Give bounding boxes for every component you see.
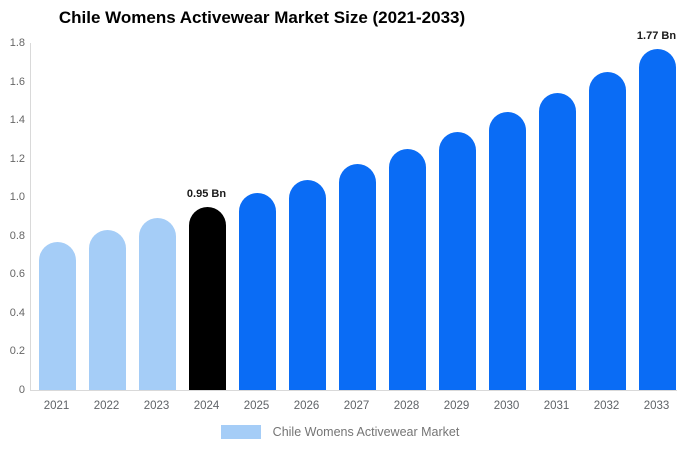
bar-2029[interactable] <box>439 131 476 390</box>
bar-2026[interactable] <box>289 179 326 390</box>
x-tick-label-2025: 2025 <box>243 400 270 412</box>
y-tick-label-1.2: 1.2 <box>9 152 25 165</box>
y-tick-label-0.8: 0.8 <box>9 229 25 242</box>
bar-2022[interactable] <box>89 230 126 390</box>
x-tick-label-2029: 2029 <box>443 400 470 412</box>
bar-value-label-2033: 1.77 Bn <box>636 29 677 42</box>
bar-2032[interactable] <box>589 71 626 390</box>
x-tick-label-2033: 2033 <box>643 400 670 412</box>
bar-2023[interactable] <box>139 218 176 390</box>
legend: Chile Womens Activewear Market <box>0 425 680 439</box>
bar-value-label-2024: 0.95 Bn <box>186 187 227 200</box>
x-tick-label-2027: 2027 <box>343 400 370 412</box>
y-tick-label-0.6: 0.6 <box>9 268 25 281</box>
y-tick-label-1.0: 1.0 <box>9 191 25 204</box>
legend-label[interactable]: Chile Womens Activewear Market <box>272 425 460 439</box>
y-tick-label-1.6: 1.6 <box>9 75 25 88</box>
bar-2025[interactable] <box>239 193 276 390</box>
plot-area <box>30 43 677 391</box>
x-tick-label-2028: 2028 <box>393 400 420 412</box>
legend-swatch[interactable] <box>220 425 261 439</box>
chart-title: Chile Womens Activewear Market Size (202… <box>58 8 466 27</box>
x-tick-label-2022: 2022 <box>93 400 120 412</box>
y-tick-label-1.4: 1.4 <box>9 114 25 127</box>
x-tick-label-2024: 2024 <box>193 400 220 412</box>
x-tick-label-2030: 2030 <box>493 400 520 412</box>
x-tick-label-2021: 2021 <box>43 400 70 412</box>
bar-2033[interactable] <box>639 48 676 390</box>
bar-2027[interactable] <box>339 164 376 390</box>
bar-2021[interactable] <box>39 241 76 390</box>
x-tick-label-2031: 2031 <box>543 400 570 412</box>
x-tick-label-2032: 2032 <box>593 400 620 412</box>
bar-2031[interactable] <box>539 93 576 390</box>
y-tick-label-0.2: 0.2 <box>9 345 25 358</box>
x-tick-label-2023: 2023 <box>143 400 170 412</box>
bar-2028[interactable] <box>389 149 426 390</box>
y-tick-label-0: 0 <box>18 384 25 396</box>
bar-2024[interactable] <box>189 206 226 390</box>
bar-2030[interactable] <box>489 112 526 390</box>
y-tick-label-0.4: 0.4 <box>9 306 25 319</box>
x-tick-label-2026: 2026 <box>293 400 320 412</box>
y-tick-label-1.8: 1.8 <box>9 37 25 49</box>
